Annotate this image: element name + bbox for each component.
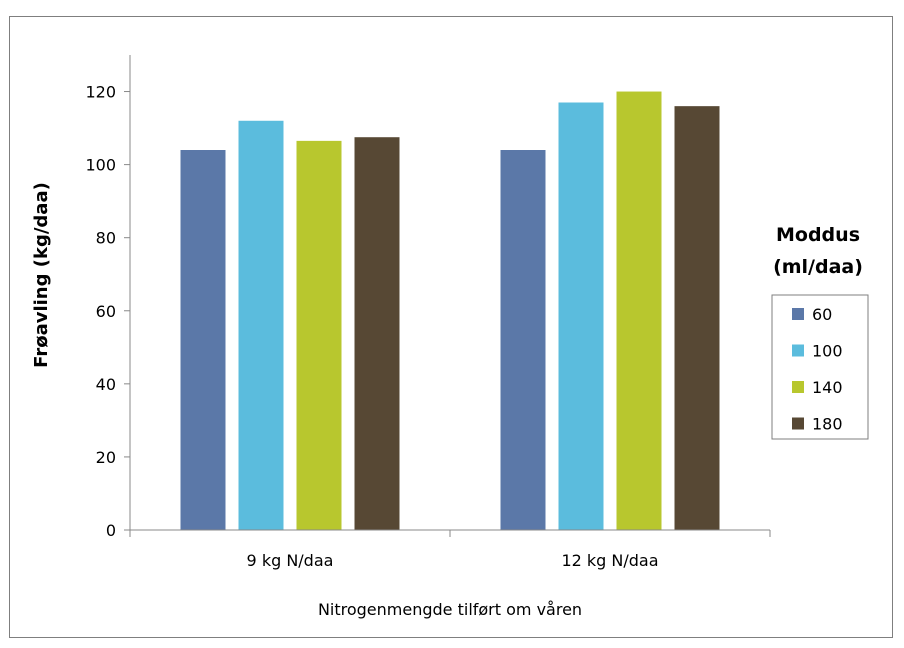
y-tick-label: 80 bbox=[96, 229, 116, 248]
bar-12-kg-n-daa-series-140 bbox=[616, 91, 662, 531]
bar-12-kg-n-daa-series-100 bbox=[558, 102, 604, 530]
y-axis-title: Frøavling (kg/daa) bbox=[31, 182, 52, 368]
x-tick-label: 12 kg N/daa bbox=[561, 551, 658, 570]
bar-12-kg-n-daa-series-60 bbox=[500, 150, 546, 530]
y-ticks: 0 20 40 60 80 100 120 bbox=[85, 83, 130, 540]
x-tick-label: 9 kg N/daa bbox=[247, 551, 334, 570]
legend-label: 180 bbox=[812, 415, 843, 434]
legend-swatch bbox=[792, 381, 804, 393]
legend-swatch bbox=[792, 344, 804, 357]
bar-9-kg-n-daa-series-140 bbox=[296, 140, 342, 530]
y-tick-label: 60 bbox=[96, 302, 116, 321]
legend-label: 100 bbox=[812, 342, 843, 361]
legend-label: 140 bbox=[812, 378, 843, 397]
y-tick-label: 0 bbox=[106, 521, 116, 540]
bar-9-kg-n-daa-series-100 bbox=[238, 120, 284, 531]
legend-label: 60 bbox=[812, 305, 832, 324]
y-tick-label: 100 bbox=[85, 156, 116, 175]
legend-title-line1: Moddus bbox=[776, 224, 860, 246]
bar-9-kg-n-daa-series-60 bbox=[180, 150, 226, 530]
x-ticks: 9 kg N/daa 12 kg N/daa bbox=[129, 530, 771, 570]
legend-title-line2: (ml/daa) bbox=[773, 256, 863, 278]
x-axis-title: Nitrogenmengde tilført om våren bbox=[318, 600, 582, 619]
bar-9-kg-n-daa-series-180 bbox=[354, 137, 400, 530]
chart-frame bbox=[9, 16, 893, 638]
axes bbox=[129, 55, 770, 531]
bars bbox=[180, 91, 720, 531]
legend-box bbox=[771, 294, 869, 440]
y-tick-label: 40 bbox=[96, 375, 116, 394]
y-tick-label: 20 bbox=[96, 448, 116, 467]
legend-swatch bbox=[792, 417, 804, 430]
y-tick-label: 120 bbox=[85, 83, 116, 102]
legend-items: 60 100 140 180 bbox=[792, 305, 843, 434]
bar-12-kg-n-daa-series-180 bbox=[674, 106, 720, 531]
legend-swatch bbox=[792, 308, 804, 320]
